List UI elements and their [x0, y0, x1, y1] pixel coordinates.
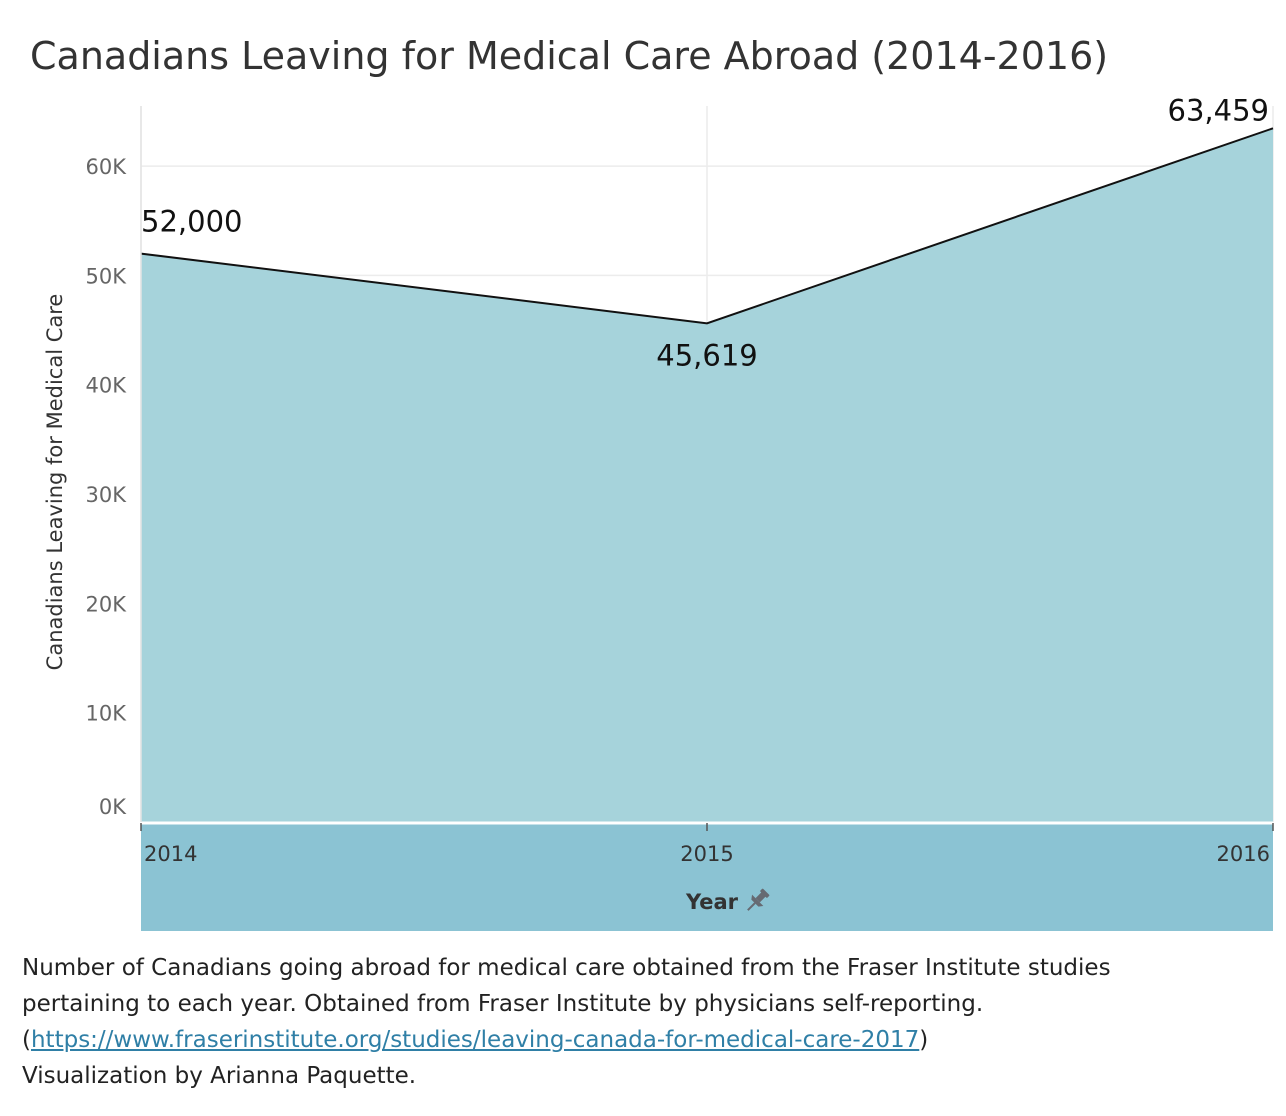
fraser-institute-link[interactable]: https://www.fraserinstitute.org/studies/…: [30, 1027, 920, 1053]
data-label: 45,619: [656, 338, 757, 372]
x-axis-band: [141, 824, 1273, 931]
pin-icon[interactable]: [742, 886, 772, 916]
pin-icon-part: [755, 891, 767, 903]
caption: Number of Canadians going abroad for med…: [22, 950, 1272, 1094]
y-tick-label: 20K: [86, 592, 128, 616]
y-tick-label: 30K: [86, 483, 128, 507]
pin-icon-part: [747, 902, 756, 911]
data-label: 63,459: [1168, 93, 1269, 127]
y-tick-label: 60K: [86, 155, 128, 179]
x-axis-band-background: [141, 824, 1273, 931]
x-tick-label: 2016: [1217, 842, 1270, 866]
y-axis-title: Canadians Leaving for Medical Care: [43, 294, 67, 671]
x-tick-label: 2014: [144, 842, 197, 866]
y-tick-label: 50K: [86, 264, 128, 288]
caption-line-2: pertaining to each year. Obtained from F…: [22, 991, 984, 1017]
area-chart: 52,000 45,619 63,459 0K 10K 20K 30K 40K 50K 60K C…: [43, 93, 1274, 931]
x-tick-label: 2015: [680, 842, 733, 866]
link-close-paren: ): [919, 1027, 929, 1053]
y-tick-label: 0K: [99, 795, 127, 819]
data-label: 52,000: [141, 205, 242, 239]
caption-line-4: Visualization by Arianna Paquette.: [22, 1063, 417, 1089]
y-axis: 0K 10K 20K 30K 40K 50K 60K Canadians Leaving fo…: [43, 155, 127, 819]
link-open-paren: (: [22, 1027, 31, 1053]
x-axis[interactable]: 2014 2015 2016 Year: [140, 823, 1274, 916]
y-tick-label: 10K: [86, 702, 128, 726]
area-fill: [141, 128, 1273, 822]
x-axis-title: Year: [685, 890, 739, 914]
caption-line-1: Number of Canadians going abroad for med…: [22, 955, 1111, 981]
y-tick-label: 40K: [86, 374, 128, 398]
pin-icon-part: [751, 894, 764, 907]
area-layer: [140, 106, 1274, 825]
caption-line-3: (https://www.fraserinstitute.org/studies…: [22, 1022, 1272, 1058]
data-labels: 52,000 45,619 63,459: [140, 93, 1274, 372]
chart-title: Canadians Leaving for Medical Care Abroa…: [30, 34, 1109, 78]
pin-icon-part: [760, 888, 770, 898]
